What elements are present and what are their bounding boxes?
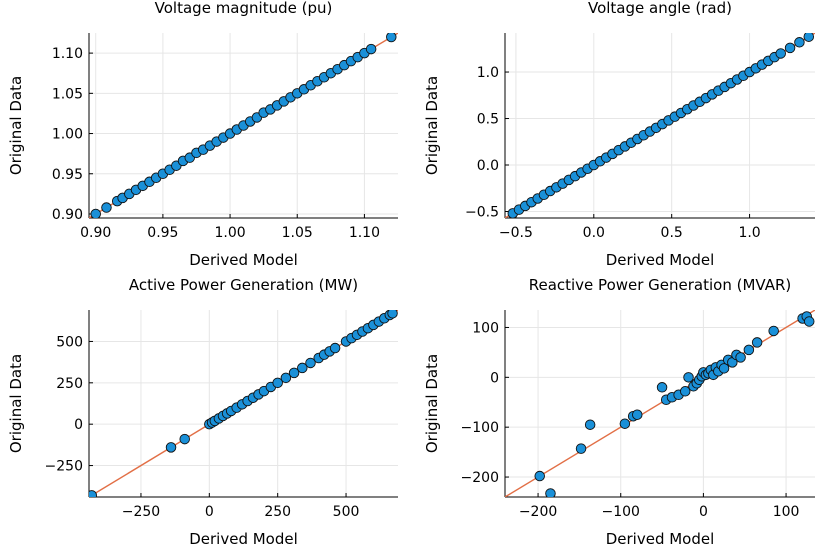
y-tick-label: −0.5 [465,204,499,220]
y-tick-label: 0.5 [477,112,499,128]
data-point [545,488,556,497]
chart-panel-2: −0.5 0.0 0.5 1.0 −0.5 0.0 0.5 1.0 Voltage angle … [423,0,815,269]
y-tick-label: 0 [490,370,499,386]
y-tick-label: 1.00 [52,127,83,143]
y-axis-title: Original Data [423,76,441,175]
data-point [656,382,668,393]
x-tick-label: 100 [773,504,800,520]
data-point [803,316,815,327]
data-point [89,490,97,497]
data-point [683,372,694,383]
x-tick-label: 1.05 [282,225,313,241]
data-point [768,325,779,337]
y-tick-label: 1.0 [477,65,499,81]
y-axis-title: Original Data [7,354,25,453]
x-tick-label: 1.0 [738,225,760,241]
y-tick-label: −250 [45,459,83,475]
y-tick-label: 0.95 [52,167,83,183]
y-tick-label: 250 [56,376,83,392]
data-point [751,337,763,348]
plot-area [89,33,398,218]
x-tick-label: −250 [122,504,160,520]
x-tick-label: 500 [333,504,360,520]
x-tick-label: 0 [205,504,214,520]
x-axis-title: Derived Model [189,251,298,269]
reference-line [505,310,815,497]
y-tick-label: 100 [472,320,499,336]
data-point [179,433,190,445]
x-tick-label: 0.95 [147,225,178,241]
data-point [305,357,316,369]
x-tick-label: 0.90 [80,225,111,241]
x-tick-label: −0.5 [499,225,533,241]
y-tick-label: −200 [461,470,499,486]
chart-title: Voltage magnitude (pu) [155,0,333,17]
chart-panel-1: 0.90 0.95 1.00 1.05 1.10 0.90 0.95 1.00 1.05 1.10… [7,0,398,269]
plot-area [89,310,398,497]
x-tick-label: 250 [264,504,291,520]
data-point [297,362,308,374]
data-point [735,352,746,363]
y-tick-label: 0 [74,417,83,433]
chart-title: Reactive Power Generation (MVAR) [529,276,792,294]
x-tick-label: 1.00 [214,225,245,241]
plot-area [505,33,815,218]
data-point [784,42,796,54]
y-axis-title: Original Data [7,76,25,175]
y-tick-label: 1.05 [52,86,83,102]
data-point [718,363,730,374]
data-point [329,342,341,354]
y-tick-label: 1.10 [52,46,83,62]
y-tick-label: 0.90 [52,207,83,223]
data-point [280,372,292,384]
data-point [584,419,596,430]
x-tick-label: 0.5 [661,225,683,241]
y-axis-title: Original Data [423,354,441,453]
x-axis-title: Derived Model [606,251,715,269]
y-tick-label: 500 [56,334,83,350]
x-tick-label: −200 [519,504,557,520]
data-point [101,202,112,213]
data-point [679,386,691,397]
y-tick-label: 0.0 [477,158,499,174]
data-point [619,418,631,429]
data-point [365,43,377,55]
x-tick-label: 0.0 [583,225,605,241]
data-point [386,33,397,43]
data-point [387,310,398,319]
data-point [288,367,300,379]
plot-area [505,310,815,497]
chart-title: Voltage angle (rad) [588,0,732,17]
chart-panel-3: −250 0 250 500 −250 0 250 500 Active Power Gener… [7,276,398,548]
x-tick-label: −100 [602,504,640,520]
data-point [272,377,283,389]
chart-title: Active Power Generation (MW) [129,276,358,294]
data-point [743,344,755,356]
chart-panel-4: −200 −100 0 100 −200 −100 0 100 Reactive Power G… [423,276,815,548]
data-point [534,470,545,482]
data-point [165,442,177,453]
data-point [632,409,643,420]
x-tick-label: 0 [699,504,708,520]
y-tick-label: −100 [461,420,499,436]
data-point [775,48,786,59]
data-point [575,443,587,454]
x-axis-title: Derived Model [606,530,715,548]
data-point [90,208,101,218]
x-axis-title: Derived Model [189,530,298,548]
x-tick-label: 1.10 [349,225,380,241]
data-point [794,37,805,48]
data-point [803,33,815,42]
